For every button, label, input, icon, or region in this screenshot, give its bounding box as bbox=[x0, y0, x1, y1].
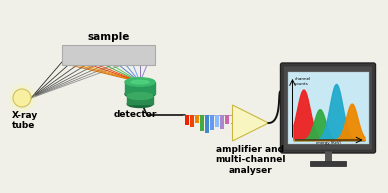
Bar bbox=[205, 115, 208, 133]
Ellipse shape bbox=[125, 90, 155, 98]
Ellipse shape bbox=[127, 92, 153, 100]
Bar bbox=[210, 115, 213, 130]
Bar bbox=[125, 82, 155, 94]
Circle shape bbox=[13, 89, 31, 107]
Ellipse shape bbox=[131, 80, 149, 84]
Bar bbox=[190, 115, 194, 127]
Text: sample: sample bbox=[87, 32, 130, 42]
Text: X-ray
tube: X-ray tube bbox=[12, 111, 38, 130]
Circle shape bbox=[9, 85, 35, 111]
Bar bbox=[215, 115, 218, 127]
Ellipse shape bbox=[127, 101, 153, 108]
Bar bbox=[220, 115, 223, 129]
Text: amplifier and
multi-channel
analyser: amplifier and multi-channel analyser bbox=[215, 145, 286, 175]
Bar bbox=[310, 161, 346, 166]
Bar bbox=[288, 72, 369, 144]
Bar bbox=[225, 115, 229, 124]
Bar bbox=[195, 115, 199, 123]
Text: detector: detector bbox=[113, 110, 157, 119]
Bar bbox=[185, 115, 189, 125]
FancyBboxPatch shape bbox=[284, 66, 372, 150]
Polygon shape bbox=[232, 105, 268, 141]
Bar bbox=[62, 45, 155, 65]
Text: energy (KeV): energy (KeV) bbox=[317, 141, 341, 145]
Bar bbox=[200, 115, 203, 131]
Bar bbox=[127, 96, 153, 104]
Text: channel
counts: channel counts bbox=[294, 77, 311, 86]
FancyBboxPatch shape bbox=[281, 63, 376, 153]
Ellipse shape bbox=[125, 78, 155, 86]
